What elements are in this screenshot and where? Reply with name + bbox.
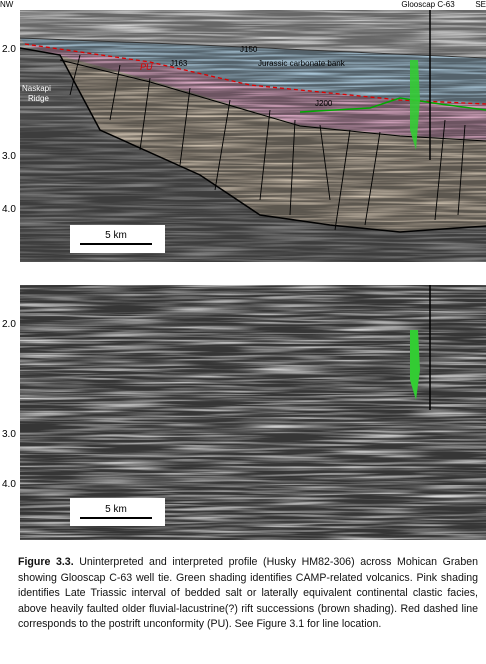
caption-text: Uninterpreted and interpreted profile (H… bbox=[18, 556, 478, 631]
depth-label: 3.0 bbox=[2, 151, 16, 162]
well-name: Glooscap C-63 bbox=[401, 0, 455, 9]
figure: NW SE Glooscap C-63 2.0 3.0 4.0 J150 J16… bbox=[0, 0, 486, 540]
interpreted-section bbox=[20, 10, 486, 262]
annotation: Naskapi bbox=[22, 84, 51, 93]
depth-label: 4.0 bbox=[2, 204, 16, 215]
horizon-label: J200 bbox=[315, 99, 333, 108]
figure-caption: Figure 3.3. Uninterpreted and interprete… bbox=[18, 555, 478, 633]
horizon-label: J150 bbox=[240, 45, 258, 54]
depth-label: 2.0 bbox=[2, 319, 16, 330]
label-se: SE bbox=[475, 0, 486, 9]
scale-bar-label: 5 km bbox=[105, 230, 127, 241]
label-nw: NW bbox=[0, 0, 14, 9]
caption-label: Figure 3.3. bbox=[18, 556, 74, 568]
depth-label: 2.0 bbox=[2, 44, 16, 55]
horizon-label: PU bbox=[140, 62, 153, 72]
depth-label: 4.0 bbox=[2, 479, 16, 490]
uninterpreted-section bbox=[20, 285, 486, 540]
scale-bar-label: 5 km bbox=[105, 504, 127, 515]
depth-label: 3.0 bbox=[2, 429, 16, 440]
horizon-label: J163 bbox=[170, 59, 188, 68]
annotation: Ridge bbox=[28, 94, 49, 103]
annotation: Jurassic carbonate bank bbox=[258, 59, 346, 68]
